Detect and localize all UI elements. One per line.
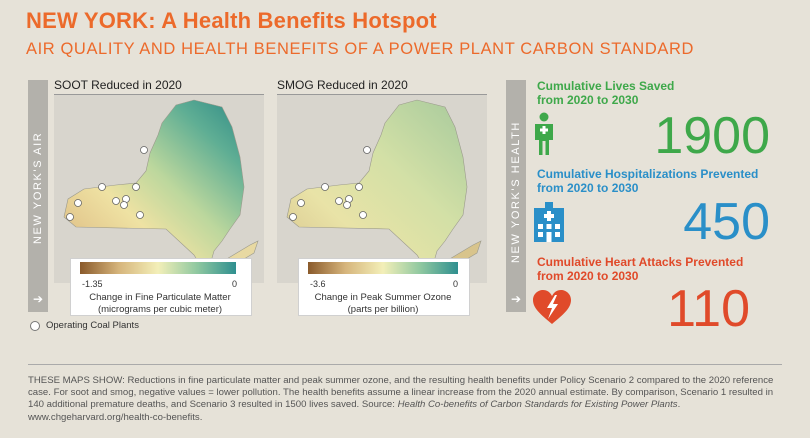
footnote-source-title: Health Co-benefits of Carbon Standards f… xyxy=(397,399,678,411)
coal-plant-marker xyxy=(335,197,343,205)
coal-plant-marker xyxy=(66,213,74,221)
coal-plant-marker xyxy=(98,183,106,191)
coal-plant-marker xyxy=(120,201,128,209)
coal-plant-marker xyxy=(136,211,144,219)
arrow-icon: ➔ xyxy=(32,292,44,306)
soot-caption-line2: (micrograms per cubic meter) xyxy=(97,304,223,315)
soot-map xyxy=(54,95,264,283)
hospitalizations-label: Cumulative Hospitalizations Prevented fr… xyxy=(537,167,758,195)
soot-legend-gradient xyxy=(80,262,236,274)
coal-plant-marker xyxy=(74,199,82,207)
smog-legend-min: -3.6 xyxy=(310,279,326,289)
soot-map-rule xyxy=(54,94,264,95)
lives-saved-label: Cumulative Lives Saved from 2020 to 2030 xyxy=(537,79,674,107)
coal-plant-marker xyxy=(140,146,148,154)
smog-legend-gradient xyxy=(308,262,458,274)
person-icon xyxy=(533,112,555,156)
page-title: NEW YORK: A Health Benefits Hotspot xyxy=(26,8,437,33)
heart-attacks-label-line1: Cumulative Heart Attacks Prevented xyxy=(537,255,744,269)
smog-legend-caption: Change in Peak Summer Ozone (parts per b… xyxy=(298,292,468,316)
lives-saved-label-line1: Cumulative Lives Saved xyxy=(537,79,675,93)
hospitalizations-value: 450 xyxy=(683,193,770,251)
page-subtitle: AIR QUALITY AND HEALTH BENEFITS OF A POW… xyxy=(26,40,694,58)
smog-caption-line2: (parts per billion) xyxy=(347,304,419,315)
lives-saved-label-line2: from 2020 to 2030 xyxy=(537,93,639,107)
smog-coal-plants xyxy=(289,146,371,221)
smog-map xyxy=(277,95,487,283)
footnote: THESE MAPS SHOW: Reductions in fine part… xyxy=(28,375,788,424)
coal-plant-marker xyxy=(112,197,120,205)
soot-map-title: SOOT Reduced in 2020 xyxy=(54,78,182,92)
lives-saved-value: 1900 xyxy=(654,107,770,165)
smog-state-shape xyxy=(286,99,468,272)
coal-plant-marker xyxy=(343,201,351,209)
coal-plant-marker xyxy=(289,213,297,221)
soot-state-shape xyxy=(63,99,245,272)
hospitalizations-label-line2: from 2020 to 2030 xyxy=(537,181,639,195)
coal-plants-legend-label: Operating Coal Plants xyxy=(46,320,139,331)
soot-map-svg xyxy=(63,99,259,276)
soot-coal-plants xyxy=(66,146,148,221)
hospital-icon xyxy=(532,202,566,242)
coal-plant-legend-icon xyxy=(30,320,40,331)
coal-plant-marker xyxy=(321,183,329,191)
heart-attacks-label: Cumulative Heart Attacks Prevented from … xyxy=(537,255,743,283)
footnote-divider xyxy=(28,364,782,365)
coal-plant-marker xyxy=(297,199,305,207)
health-side-label: NEW YORK'S HEALTH xyxy=(510,121,522,263)
coal-plant-marker xyxy=(363,146,371,154)
coal-plants-legend: Operating Coal Plants xyxy=(30,320,139,331)
soot-legend-max: 0 xyxy=(232,279,238,289)
smog-map-svg xyxy=(286,99,482,276)
smog-legend-max: 0 xyxy=(453,279,459,289)
heart-icon xyxy=(532,290,572,326)
smog-map-rule xyxy=(277,94,487,95)
footnote-url[interactable]: . www.chgeharvard.org/health-co-benefits… xyxy=(28,399,681,423)
footnote-text: THESE MAPS SHOW: Reductions in fine part… xyxy=(28,375,774,411)
heart-attacks-value: 110 xyxy=(667,280,750,338)
air-side-label: NEW YORK'S AIR xyxy=(32,131,44,245)
smog-caption-line1: Change in Peak Summer Ozone xyxy=(314,292,452,303)
coal-plant-marker xyxy=(132,183,140,191)
coal-plant-marker xyxy=(359,211,367,219)
soot-caption-line1: Change in Fine Particulate Matter xyxy=(89,292,231,303)
coal-plant-marker xyxy=(355,183,363,191)
soot-legend-min: -1.35 xyxy=(82,279,103,289)
arrow-icon: ➔ xyxy=(510,292,522,306)
hospitalizations-label-line1: Cumulative Hospitalizations Prevented xyxy=(537,167,759,181)
health-side-bar: NEW YORK'S HEALTH ➔ xyxy=(506,80,526,312)
soot-legend-caption: Change in Fine Particulate Matter (micro… xyxy=(70,292,250,316)
air-side-bar: NEW YORK'S AIR ➔ xyxy=(28,80,48,312)
smog-map-title: SMOG Reduced in 2020 xyxy=(277,78,408,92)
heart-attacks-label-line2: from 2020 to 2030 xyxy=(537,269,639,283)
